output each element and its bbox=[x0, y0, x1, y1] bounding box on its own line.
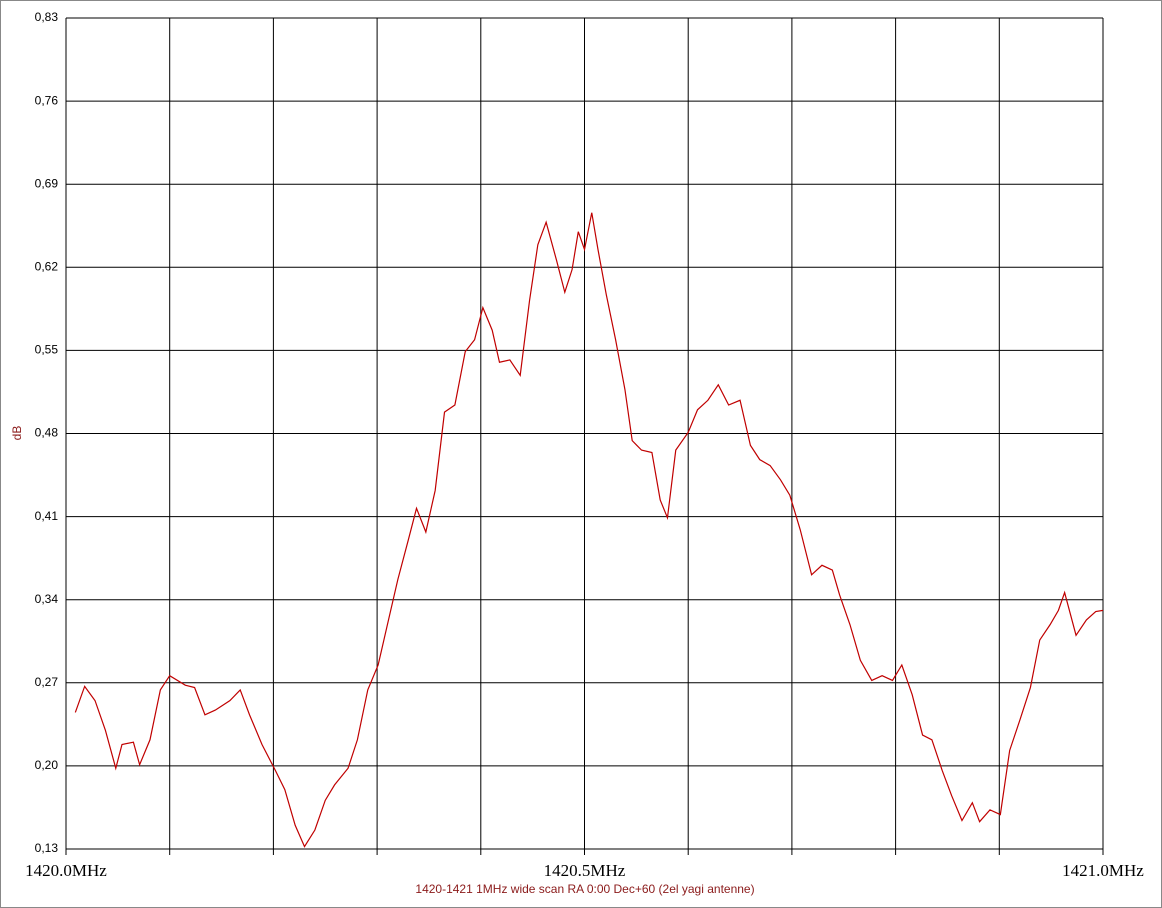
y-tick-label: 0,62 bbox=[35, 259, 59, 273]
y-tick-label: 0,13 bbox=[35, 841, 59, 855]
y-tick-label: 0,55 bbox=[35, 343, 59, 357]
chart-title: 1420-1421 1MHz wide scan RA 0:00 Dec+60 … bbox=[415, 882, 754, 896]
x-tick-label: 1420.0MHz bbox=[25, 861, 107, 880]
data-line bbox=[74, 212, 1104, 848]
y-tick-label: 0,48 bbox=[35, 426, 59, 440]
y-tick-label: 0,69 bbox=[35, 176, 59, 190]
y-tick-label: 0,20 bbox=[35, 758, 59, 772]
y-tick-label: 0,76 bbox=[35, 93, 59, 107]
y-tick-label: 0,27 bbox=[35, 675, 59, 689]
y-tick-label: 0,83 bbox=[35, 10, 59, 24]
y-tick-label: 0,34 bbox=[35, 592, 59, 606]
y-axis-label: dB bbox=[10, 426, 24, 441]
y-tick-label: 0,41 bbox=[35, 509, 59, 523]
x-tick-label: 1421.0MHz bbox=[1062, 861, 1144, 880]
x-tick-label: 1420.5MHz bbox=[544, 861, 626, 880]
